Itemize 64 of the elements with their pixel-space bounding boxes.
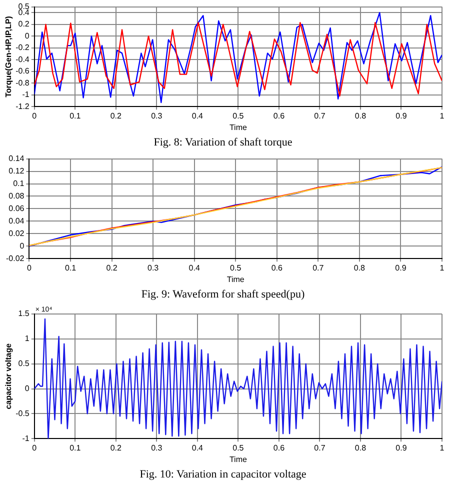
y-axis-title: capacitor voltage — [4, 342, 14, 410]
y-tick-label: 0.12 — [8, 166, 25, 176]
x-tick-label: 0.6 — [271, 264, 284, 273]
y-tick-label: 0.06 — [8, 204, 25, 213]
x-tick-label: 0.7 — [314, 444, 326, 453]
x-tick-label: 1 — [440, 112, 445, 121]
y-tick-label: -1 — [22, 90, 30, 100]
y-tick-label: -1.2 — [16, 102, 30, 111]
x-axis-title: Time — [229, 123, 248, 132]
y-tick-label: 1.5 — [18, 309, 30, 318]
y-tick-label: -0.4 — [16, 54, 30, 64]
text: Fig. 10: Variation in capacitor voltage — [140, 468, 306, 480]
x-tick-label: 1 — [440, 264, 445, 273]
x-tick-label: 0.1 — [70, 112, 82, 121]
x-tick-label: 0.2 — [110, 444, 122, 453]
x-tick-label: 0.8 — [354, 112, 367, 121]
x-tick-label: 0.5 — [232, 112, 244, 121]
y-tick-label: 0 — [24, 31, 30, 40]
x-tick-label: 0.4 — [188, 264, 200, 273]
text: Fig. 9: Waveform for shaft speed(pu) — [141, 288, 305, 300]
x-tick-label: 0.6 — [273, 444, 286, 453]
x-tick-label: 0.8 — [354, 444, 367, 453]
x-tick-label: 0 — [32, 112, 38, 121]
y-tick-label: 0.14 — [8, 154, 25, 164]
y-tick-label: -0.2 — [16, 43, 30, 52]
x-tick-label: 0.4 — [192, 444, 204, 453]
x-axis-title: Time — [229, 455, 248, 464]
y-tick-label: 0 — [24, 384, 30, 393]
x-tick-label: 0.2 — [106, 264, 118, 273]
y-tick-label: 0 — [20, 241, 25, 250]
x-tick-label: 0.9 — [396, 112, 408, 121]
y-tick-label: 0.2 — [18, 20, 30, 29]
y-tick-label: -0.8 — [16, 78, 30, 88]
x-tick-label: 0.1 — [64, 264, 77, 273]
x-tick-label: 0.7 — [314, 112, 326, 121]
y-tick-label: 0.4 — [18, 8, 30, 17]
x-tick-label: 0.9 — [396, 444, 408, 453]
x-tick-label: 0.3 — [151, 112, 163, 121]
x-tick-label: 0 — [32, 444, 38, 453]
y-tick-label: 0.04 — [8, 216, 25, 226]
y-tick-label: 0.08 — [8, 191, 25, 200]
x-tick-label: 0.2 — [110, 112, 122, 121]
text: Fig. 8: Variation of shaft torque — [154, 136, 292, 148]
x-tick-label: 0.3 — [148, 264, 160, 273]
y-tick-label: 0.02 — [8, 228, 25, 238]
y-tick-label: -1 — [22, 434, 30, 443]
x-tick-label: 0.6 — [273, 112, 286, 121]
x-tick-label: 0.8 — [354, 264, 366, 273]
x-tick-label: 1 — [440, 444, 445, 453]
y-tick-label: -0.02 — [6, 254, 25, 263]
x-axis-title: Time — [226, 275, 245, 284]
x-tick-label: 0.5 — [230, 264, 242, 273]
y-axis-title: Torque(Gen-HP,IP,LP) — [4, 16, 14, 98]
x-tick-label: 0.4 — [192, 112, 204, 121]
x-tick-label: 0.3 — [151, 444, 163, 453]
x-tick-label: 0.1 — [70, 444, 82, 453]
y-tick-label: -0.5 — [16, 408, 30, 418]
x-tick-label: 0.7 — [312, 264, 324, 273]
y-tick-label: 1 — [24, 334, 30, 344]
x-tick-label: 0.9 — [395, 264, 407, 273]
x-tick-label: 0.5 — [232, 444, 244, 453]
y-tick-label: -0.6 — [16, 66, 30, 76]
y-tick-label: 0.5 — [18, 359, 30, 368]
y-tick-label: 0.1 — [13, 178, 25, 188]
